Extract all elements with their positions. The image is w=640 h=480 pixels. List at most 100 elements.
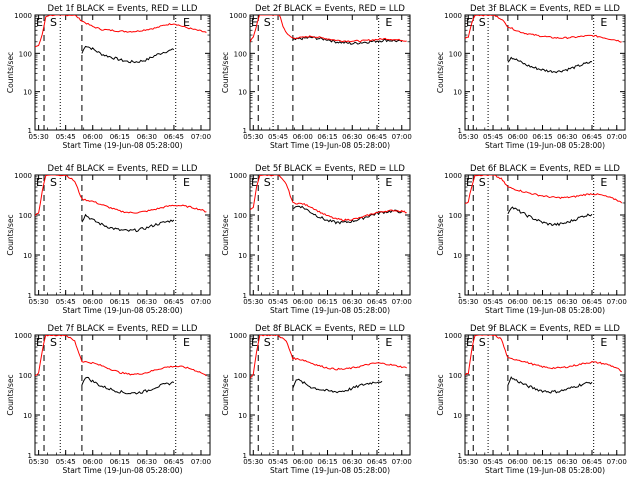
x-tick-label: 06:15 (532, 458, 552, 466)
detector-panel: Det 9f BLACK = Events, RED = LLD 1 10 100 10… (436, 324, 627, 475)
annotation-label: E (600, 336, 607, 349)
y-tick-label: 1 (458, 127, 462, 135)
plot-frame (34, 14, 211, 131)
x-tick-label: 05:30 (243, 458, 263, 466)
panel-title: Det 9f BLACK = Events, RED = LLD (470, 324, 620, 334)
x-tick-label: 06:30 (137, 298, 157, 306)
annotation-label: E (36, 176, 43, 189)
y-tick-label: 100 (19, 372, 32, 380)
annotation-label: E (36, 336, 43, 349)
lld-series-line (35, 15, 207, 48)
y-tick-label: 100 (234, 50, 247, 58)
events-series-line (81, 376, 175, 395)
x-tick-label: 05:45 (483, 133, 503, 141)
plot-frame (464, 174, 626, 296)
y-axis-label: Counts/sec (436, 214, 445, 255)
y-axis-label: Counts/sec (221, 374, 230, 415)
annotation-label: S (479, 336, 486, 349)
x-axis-label: Start Time (19-Jun-08 05:28:00) (63, 466, 183, 475)
x-tick-label: 05:30 (458, 298, 478, 306)
annotation-label: E (183, 336, 190, 349)
x-tick-label: 06:15 (110, 133, 130, 141)
y-tick-label: 100 (19, 212, 32, 220)
detector-panel: Det 8f BLACK = Events, RED = LLD 1 10 100 10… (221, 324, 412, 475)
y-tick-label: 1 (458, 292, 462, 300)
x-tick-label: 07:00 (607, 298, 627, 306)
annotation-label: S (479, 176, 486, 189)
y-tick-label: 1 (28, 292, 32, 300)
annotation-label: E (466, 176, 473, 189)
x-tick-label: 06:15 (317, 133, 337, 141)
x-tick-label: 06:00 (508, 298, 528, 306)
annotation-label: S (50, 16, 57, 29)
x-tick-label: 05:45 (268, 133, 288, 141)
x-tick-label: 06:15 (317, 458, 337, 466)
x-tick-label: 06:30 (557, 298, 577, 306)
lld-series-line (35, 175, 207, 216)
y-tick-label: 1000 (14, 332, 32, 340)
y-tick-label: 1000 (229, 12, 247, 20)
panel-title: Det 5f BLACK = Events, RED = LLD (255, 164, 405, 174)
x-tick-label: 06:45 (582, 458, 602, 466)
y-tick-label: 100 (234, 372, 247, 380)
y-axis-label: Counts/sec (6, 52, 15, 93)
y-tick-label: 1 (243, 292, 247, 300)
y-tick-label: 10 (453, 412, 462, 420)
panel-title: Det 6f BLACK = Events, RED = LLD (470, 164, 620, 174)
events-series-line (292, 205, 403, 225)
x-tick-label: 06:00 (293, 458, 313, 466)
y-tick-label: 10 (23, 412, 32, 420)
y-tick-label: 1000 (444, 172, 462, 180)
x-tick-label: 06:30 (137, 133, 157, 141)
y-tick-label: 10 (453, 252, 462, 260)
events-series-line (81, 213, 175, 233)
events-series-line (507, 206, 593, 227)
plot-frame (249, 14, 411, 131)
x-axis-label: Start Time (19-Jun-08 05:28:00) (270, 466, 390, 475)
y-tick-label: 100 (234, 212, 247, 220)
detector-panel: Det 5f BLACK = Events, RED = LLD 1 10 100 10… (221, 164, 412, 315)
y-tick-label: 1 (243, 127, 247, 135)
x-tick-label: 06:45 (164, 298, 184, 306)
annotation-label: E (251, 176, 258, 189)
annotation-label: E (385, 336, 392, 349)
y-axis-label: Counts/sec (221, 52, 230, 93)
annotation-label: E (251, 336, 258, 349)
detector-panel: Det 2f BLACK = Events, RED = LLD 1 10 100 10… (221, 4, 412, 150)
annotation-label: S (264, 176, 271, 189)
x-tick-label: 06:30 (342, 133, 362, 141)
annotation-label: S (50, 336, 57, 349)
y-tick-label: 100 (449, 50, 462, 58)
x-tick-label: 06:00 (508, 458, 528, 466)
x-tick-label: 05:30 (458, 133, 478, 141)
panel-title: Det 7f BLACK = Events, RED = LLD (48, 324, 198, 334)
x-tick-label: 06:45 (367, 298, 387, 306)
x-tick-label: 06:30 (137, 458, 157, 466)
x-tick-label: 06:45 (164, 458, 184, 466)
y-axis-label: Counts/sec (6, 214, 15, 255)
lld-series-line (465, 175, 623, 204)
lld-series-line (250, 335, 407, 379)
events-series-line (507, 56, 593, 74)
x-tick-label: 07:00 (191, 298, 211, 306)
y-tick-label: 100 (449, 372, 462, 380)
x-tick-label: 07:00 (392, 458, 412, 466)
annotation-label: E (36, 16, 43, 29)
x-tick-label: 05:30 (458, 458, 478, 466)
events-series-line (292, 36, 403, 45)
annotation-label: E (183, 16, 190, 29)
x-tick-label: 06:15 (110, 298, 130, 306)
x-tick-label: 06:00 (83, 298, 103, 306)
y-axis-label: Counts/sec (436, 374, 445, 415)
y-tick-label: 100 (19, 50, 32, 58)
x-tick-label: 05:45 (483, 298, 503, 306)
x-axis-label: Start Time (19-Jun-08 05:28:00) (270, 306, 390, 315)
x-tick-label: 05:45 (56, 133, 76, 141)
detector-panel: Det 6f BLACK = Events, RED = LLD 1 10 100 10… (436, 164, 627, 315)
x-axis-label: Start Time (19-Jun-08 05:28:00) (485, 141, 605, 150)
x-tick-label: 05:30 (29, 298, 49, 306)
y-tick-label: 10 (23, 252, 32, 260)
panel-title: Det 1f BLACK = Events, RED = LLD (48, 4, 198, 14)
y-tick-label: 1000 (14, 12, 32, 20)
plot-frame (34, 334, 211, 456)
